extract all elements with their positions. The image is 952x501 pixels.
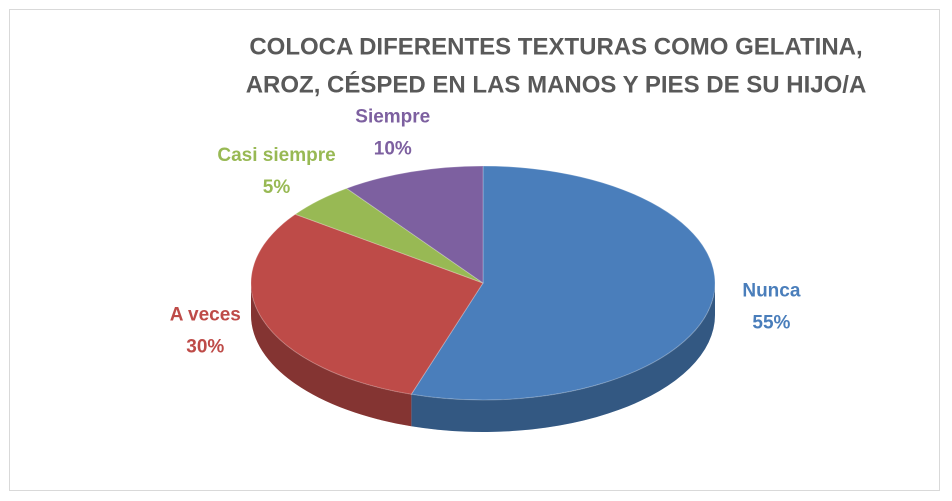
data-label-name: Nunca bbox=[742, 281, 801, 302]
slice-side-shade bbox=[251, 283, 412, 427]
data-label-value: 30% bbox=[186, 337, 224, 358]
slice bbox=[410, 165, 716, 401]
slice bbox=[294, 187, 484, 284]
slice bbox=[345, 165, 484, 284]
chart-title: COLOCA DIFERENTES TEXTURAS COMO GELATINA… bbox=[249, 33, 862, 60]
chart-title: AROZ, CÉSPED EN LAS MANOS Y PIES DE SU H… bbox=[246, 70, 867, 98]
slice-side-shade bbox=[411, 283, 715, 433]
data-label-value: 10% bbox=[374, 139, 412, 160]
data-label-value: 55% bbox=[752, 313, 790, 334]
slice-side bbox=[251, 283, 412, 427]
slice bbox=[250, 213, 484, 395]
slice-side bbox=[411, 283, 715, 433]
data-label-name: A veces bbox=[170, 305, 241, 326]
data-label-name: Siempre bbox=[355, 107, 430, 128]
data-label-name: Casi siempre bbox=[217, 145, 335, 166]
data-label-value: 5% bbox=[263, 177, 291, 198]
